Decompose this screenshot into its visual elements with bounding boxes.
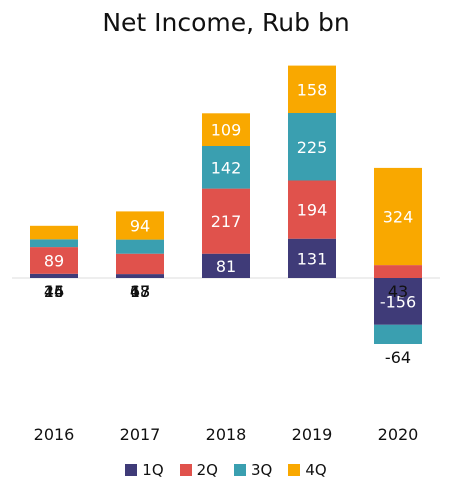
bar-2019-1q — [288, 238, 336, 278]
bar-2017-3q — [116, 239, 164, 254]
chart-title: Net Income, Rub bn — [102, 8, 350, 37]
bar-2018-3q — [202, 146, 250, 189]
x-label-2016: 2016 — [34, 425, 75, 444]
legend-item-2q: 2Q — [179, 461, 218, 479]
bar-2018-4q — [202, 113, 250, 146]
bar-2018-2q — [202, 188, 250, 254]
value-label-2020-1q: -156 — [380, 292, 416, 311]
legend-item-3q: 3Q — [234, 461, 272, 479]
legend-label-1q: 1Q — [142, 461, 164, 479]
x-label-2020: 2020 — [378, 425, 419, 444]
bar-2020-2q — [374, 265, 422, 278]
value-label-2018-3q: 142 — [211, 158, 242, 177]
bar-2017-4q — [116, 211, 164, 240]
bar-2016-1q — [30, 273, 78, 278]
legend-label-2q: 2Q — [196, 461, 218, 479]
x-label-2019: 2019 — [292, 425, 333, 444]
bar-2018-1q — [202, 253, 250, 278]
value-label-2016-2q: 89 — [44, 251, 64, 270]
value-label-2016-3q: 26 — [44, 282, 64, 301]
value-label-2017-2q: 68 — [130, 282, 150, 301]
value-label-2020-2q: 43 — [388, 282, 408, 301]
value-label-2019-3q: 225 — [297, 138, 328, 157]
legend-swatch-1q — [125, 464, 138, 476]
legend-swatch-4q — [288, 464, 301, 476]
bar-2020-1q — [374, 278, 422, 325]
value-label-2017-3q: 47 — [130, 282, 150, 301]
value-label-2016-4q: 45 — [44, 282, 64, 301]
x-label-2017: 2017 — [120, 425, 161, 444]
value-label-2018-2q: 217 — [211, 212, 242, 231]
value-label-2019-2q: 194 — [297, 201, 328, 220]
value-label-2016-1q: 14 — [44, 282, 64, 301]
value-label-2020-3q: -64 — [385, 348, 411, 367]
bar-2017-2q — [116, 253, 164, 275]
value-label-2018-1q: 81 — [216, 257, 236, 276]
bar-2016-3q — [30, 239, 78, 248]
legend-swatch-3q — [234, 464, 246, 476]
value-label-2018-4q: 109 — [211, 121, 242, 140]
bar-2017-1q — [116, 274, 164, 278]
x-label-2018: 2018 — [206, 425, 247, 444]
value-label-2017-4q: 94 — [130, 217, 150, 236]
legend-label-4q: 4Q — [305, 461, 327, 479]
legend: 1Q 2Q 3Q 4Q — [0, 461, 452, 479]
bar-2019-2q — [288, 180, 336, 239]
legend-label-3q: 3Q — [251, 461, 273, 479]
x-axis-labels: 2016 2017 2018 2019 2020 — [34, 425, 419, 444]
legend-item-4q: 4Q — [288, 461, 327, 479]
bar-2019-3q — [288, 113, 336, 181]
legend-swatch-2q — [179, 464, 192, 476]
bar-2019-4q — [288, 65, 336, 113]
legend-item-1q: 1Q — [125, 461, 164, 479]
value-label-2019-4q: 158 — [297, 80, 328, 99]
bar-2020-4q — [374, 167, 422, 266]
bar-2016-2q — [30, 247, 78, 274]
bar-2016-4q — [30, 225, 78, 240]
value-label-2017-1q: 13 — [130, 282, 150, 301]
value-label-2019-1q: 131 — [297, 249, 328, 268]
bar-2020-3q — [374, 324, 422, 344]
value-label-2020-4q: 324 — [383, 208, 414, 227]
